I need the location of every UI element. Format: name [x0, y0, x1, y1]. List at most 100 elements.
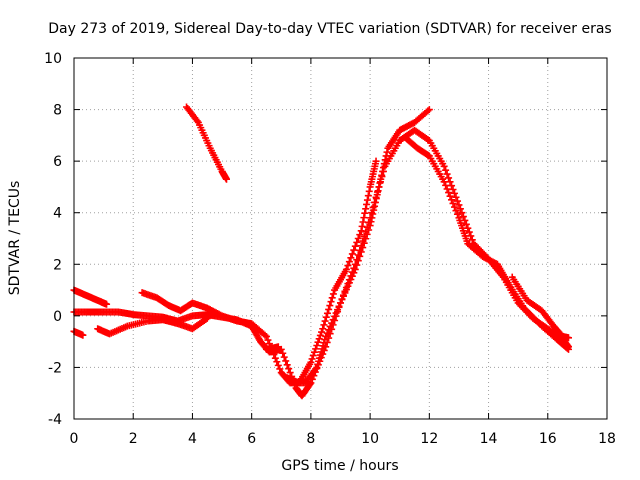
data-point	[453, 197, 461, 205]
data-point	[350, 246, 358, 254]
y-axis-label: SDTVAR / TECUs	[7, 181, 23, 296]
data-point	[328, 294, 336, 302]
data-point	[372, 157, 380, 165]
data-point	[376, 179, 384, 187]
data-point	[316, 331, 324, 339]
data-point	[443, 170, 451, 178]
data-point	[332, 309, 340, 317]
data-point	[308, 355, 316, 363]
data-point	[362, 205, 370, 213]
data-point	[452, 193, 460, 201]
data-point	[459, 213, 467, 221]
data-point	[448, 182, 456, 190]
data-point	[103, 300, 111, 308]
data-point	[341, 289, 349, 297]
data-point	[378, 171, 386, 179]
data-point	[363, 196, 371, 204]
series-arc-6	[138, 106, 433, 387]
data-point	[565, 345, 573, 353]
series-arc-3	[70, 327, 87, 339]
data-point	[347, 275, 355, 283]
data-point	[382, 152, 390, 160]
data-point	[373, 191, 381, 199]
y-tick-label: 4	[53, 206, 62, 222]
data-point	[326, 302, 334, 310]
data-point	[328, 319, 336, 327]
series-arc-4	[94, 314, 211, 338]
data-point	[366, 222, 374, 230]
data-point	[351, 265, 359, 273]
data-point	[458, 209, 466, 217]
data-point	[371, 198, 379, 206]
data-point	[203, 314, 211, 322]
data-point	[286, 369, 294, 377]
data-point	[280, 353, 288, 361]
data-point	[440, 178, 448, 186]
data-point	[357, 227, 365, 235]
data-point	[449, 186, 457, 194]
data-point	[323, 329, 331, 337]
data-point	[285, 365, 293, 373]
data-point	[425, 106, 433, 114]
data-point	[565, 334, 573, 342]
data-point	[370, 206, 378, 214]
x-axis-label: GPS time / hours	[281, 458, 398, 474]
data-point	[347, 254, 355, 262]
data-point	[351, 242, 359, 250]
data-point	[451, 203, 459, 211]
data-point	[442, 181, 450, 189]
data-point	[312, 345, 320, 353]
data-points	[70, 103, 573, 400]
data-point	[282, 357, 290, 365]
data-point	[380, 160, 388, 168]
data-point	[276, 365, 284, 373]
data-point	[377, 175, 385, 183]
data-point	[202, 315, 210, 323]
data-point	[353, 261, 361, 269]
data-point	[449, 199, 457, 207]
data-point	[338, 296, 346, 304]
data-point	[345, 258, 353, 266]
plot-frame	[73, 57, 608, 420]
data-point	[323, 309, 331, 317]
data-point	[313, 342, 321, 350]
data-point	[468, 236, 476, 244]
data-point	[344, 262, 352, 270]
data-point	[563, 344, 571, 352]
data-point	[342, 286, 350, 294]
series-arc-8	[283, 157, 380, 387]
y-tick-label: 8	[53, 103, 62, 119]
data-point	[264, 336, 272, 344]
x-tick-label: 12	[420, 431, 438, 447]
data-point	[307, 358, 315, 366]
x-tick-label: 0	[70, 431, 79, 447]
data-point	[456, 205, 464, 213]
data-point	[379, 164, 387, 172]
data-point	[271, 354, 279, 362]
grid-lines	[74, 58, 607, 419]
x-tick-label: 4	[188, 431, 197, 447]
data-point	[365, 226, 373, 234]
data-point	[372, 195, 380, 203]
data-point	[279, 349, 287, 357]
data-point	[356, 252, 364, 260]
y-tick-label: 0	[53, 309, 62, 325]
data-point	[339, 292, 347, 300]
data-point	[371, 202, 379, 210]
data-point	[270, 351, 278, 359]
data-point	[342, 265, 350, 273]
data-point	[319, 325, 327, 333]
data-point	[348, 250, 356, 258]
data-point	[383, 148, 391, 156]
data-point	[79, 331, 87, 339]
data-point	[442, 166, 450, 174]
data-point	[261, 331, 269, 339]
data-point	[331, 312, 339, 320]
data-point	[327, 298, 335, 306]
x-tick-label: 10	[361, 431, 379, 447]
data-point	[337, 299, 344, 307]
data-point	[335, 302, 343, 310]
data-point	[273, 358, 281, 366]
data-point	[326, 322, 334, 330]
